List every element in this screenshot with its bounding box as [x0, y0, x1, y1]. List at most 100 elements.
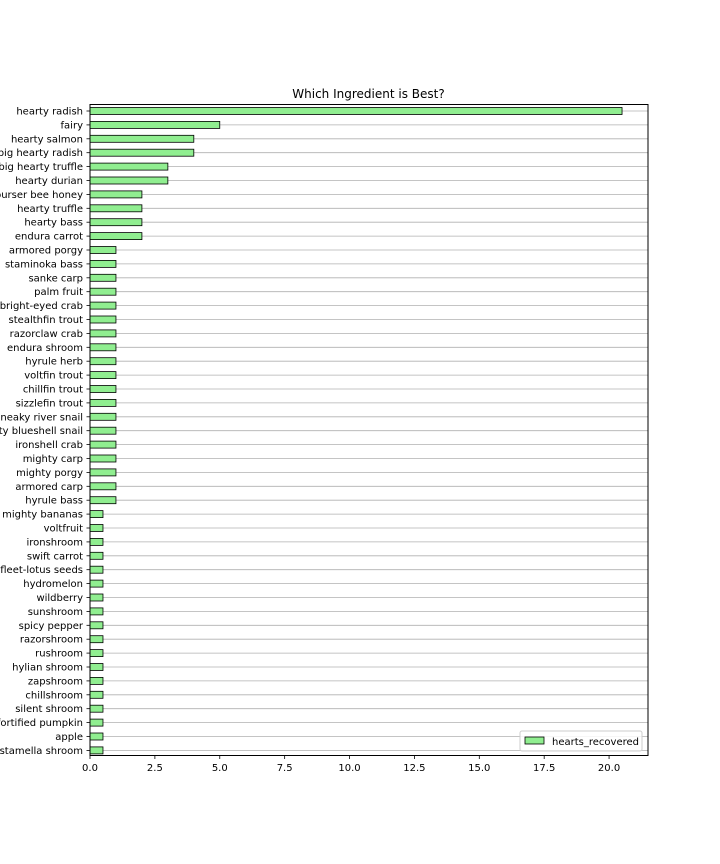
- bar: [89, 385, 117, 393]
- y-tick-label: endura shroom: [7, 343, 83, 354]
- legend-label: hearts_recovered: [552, 737, 639, 748]
- y-tick-label: bright-eyed crab: [0, 301, 83, 312]
- y-tick-label: razorclaw crab: [10, 329, 83, 340]
- y-tick-label: fairy: [61, 120, 84, 131]
- y-tick-label: swift carrot: [27, 551, 83, 562]
- y-tick-label: fortified pumpkin: [0, 718, 83, 729]
- x-tick-label: 5.0: [212, 763, 228, 774]
- y-tick-label: mighty porgy: [16, 468, 83, 479]
- y-tick-label: hearty salmon: [11, 134, 83, 145]
- y-tick-label: razorshroom: [20, 635, 83, 646]
- y-tick-label: hearty radish: [16, 107, 83, 118]
- y-tick-label: armored porgy: [9, 246, 83, 257]
- y-tick-label: big hearty radish: [0, 148, 83, 159]
- bar: [89, 454, 117, 463]
- y-tick-label: mighty bananas: [2, 510, 83, 521]
- bar: [89, 148, 195, 157]
- bar: [89, 357, 117, 366]
- bar: [89, 690, 104, 699]
- bar: [89, 510, 104, 519]
- legend-box: [519, 730, 643, 752]
- bar: [89, 524, 104, 532]
- x-tick-label: 2.5: [147, 763, 163, 774]
- y-tick-label: chillshroom: [25, 690, 83, 701]
- y-tick-label: ironshell crab: [15, 440, 83, 451]
- grid-lines: [90, 110, 648, 751]
- y-tick-label: wildberry: [36, 593, 83, 604]
- x-tick-label: 0.0: [82, 763, 98, 774]
- bar: [89, 190, 143, 199]
- bar: [89, 635, 104, 644]
- bar: [89, 259, 117, 268]
- bar: [89, 107, 623, 115]
- x-tick-label: 10.0: [338, 763, 360, 774]
- bar: [89, 232, 143, 241]
- bar: [89, 607, 104, 616]
- x-tick-label: 20.0: [598, 763, 620, 774]
- y-tick-label: palm fruit: [34, 287, 83, 298]
- y-tick-label: hearty durian: [15, 176, 83, 187]
- y-tick-label: spicy pepper: [19, 621, 84, 632]
- bar: [89, 440, 117, 449]
- bar: [89, 273, 117, 282]
- y-tick-label: stealthfin trout: [9, 315, 84, 326]
- y-tick-label: big hearty truffle: [0, 162, 83, 173]
- x-tick-label: 7.5: [277, 763, 293, 774]
- y-tick-label: voltfin trout: [24, 371, 83, 382]
- y-tick-label: sanke carp: [28, 273, 83, 284]
- bar: [89, 121, 221, 129]
- bar: [89, 315, 117, 324]
- y-tick-label: ironshroom: [26, 537, 83, 548]
- y-tick-label: silent shroom: [15, 704, 83, 715]
- bar: [89, 663, 104, 671]
- bar: [89, 398, 117, 407]
- bar: [89, 412, 117, 421]
- bar: [89, 538, 104, 546]
- legend: hearts_recovered: [519, 730, 643, 752]
- bar: [89, 301, 117, 310]
- bar: [89, 496, 117, 505]
- bar: [89, 621, 104, 630]
- y-tick-label: mighty carp: [23, 454, 83, 465]
- bar: [89, 718, 104, 727]
- y-tick-label: armored carp: [15, 482, 83, 493]
- bar: [89, 426, 117, 435]
- y-tick-label: rushroom: [35, 649, 83, 660]
- bar: [89, 704, 104, 713]
- bar: [89, 593, 104, 602]
- y-tick-label: hearty blueshell snail: [0, 426, 83, 437]
- y-tick-label: staminoka bass: [5, 259, 83, 270]
- y-tick-label: hydromelon: [23, 579, 83, 590]
- bar: [89, 343, 117, 352]
- y-tick-label: hylian shroom: [12, 663, 83, 674]
- y-tick-label: chillfin trout: [23, 385, 83, 396]
- y-tick-label: sunshroom: [28, 607, 83, 618]
- bar: [89, 162, 169, 171]
- chart-title: Which Ingredient is Best?: [292, 87, 444, 101]
- y-tick-label: stamella shroom: [0, 746, 83, 757]
- legend-swatch: [524, 736, 545, 745]
- y-tick-label: sizzlefin trout: [16, 398, 84, 409]
- y-tick-label: hyrule bass: [25, 496, 83, 507]
- y-tick-label: hearty bass: [24, 218, 83, 229]
- y-tick-label: zapshroom: [28, 676, 83, 687]
- bar: [89, 746, 104, 755]
- bar: [89, 551, 104, 560]
- bar: [89, 579, 104, 588]
- y-tick-label: courser bee honey: [0, 190, 83, 201]
- y-tick-label: hyrule herb: [25, 357, 83, 368]
- bar: [89, 677, 104, 685]
- x-ticks: 0.0 2.5 5.0 7.5 10.0 12.5 15.0 17.5 20.0: [82, 755, 620, 774]
- bar: [89, 246, 117, 254]
- bar: [89, 649, 104, 657]
- bar: [89, 204, 143, 213]
- bar: [89, 176, 169, 185]
- bar: [89, 482, 117, 491]
- x-tick-label: 17.5: [533, 763, 555, 774]
- y-tick-labels: hearty radish fairy hearty salmon big heart…: [0, 107, 90, 757]
- bar: [89, 732, 104, 741]
- bar: [89, 468, 117, 477]
- bar: [89, 287, 117, 296]
- y-tick-label: fleet-lotus seeds: [0, 565, 83, 576]
